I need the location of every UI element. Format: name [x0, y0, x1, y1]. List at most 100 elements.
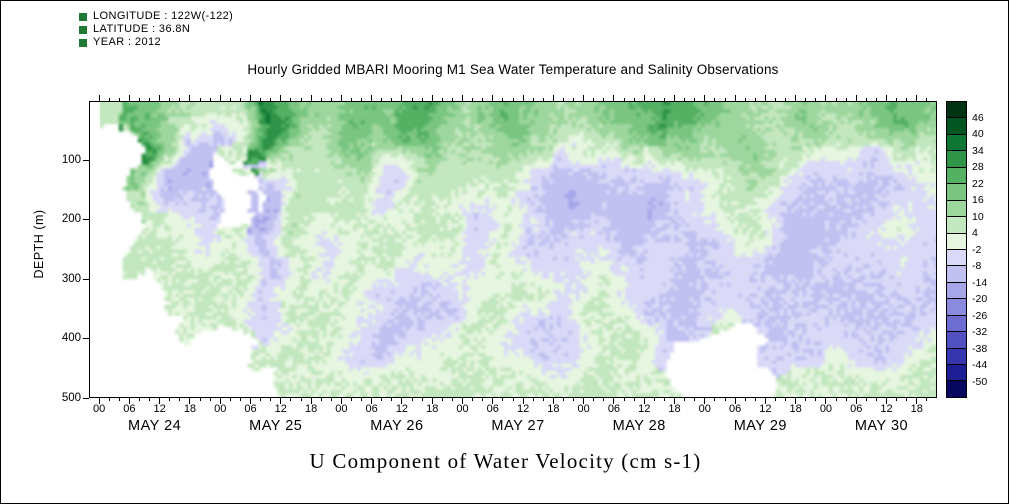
header-marker-icon [79, 26, 87, 34]
x-minor-tick [290, 398, 292, 401]
x-major-tick [98, 398, 100, 404]
x-hour-label: 18 [183, 403, 197, 415]
colorbar-segment [947, 331, 966, 348]
x-minor-tick [906, 398, 908, 401]
colorbar-segment [947, 133, 966, 151]
x-minor-tick [815, 398, 817, 401]
x-top-minor-tick [562, 98, 564, 101]
x-hour-label: 12 [516, 403, 530, 415]
y-axis-label: DEPTH (m) [32, 209, 46, 279]
x-major-tick [401, 398, 403, 404]
colorbar-tick-label: 34 [972, 144, 984, 157]
colorbar-segment [947, 265, 966, 282]
x-top-minor-tick [532, 98, 534, 101]
x-minor-tick [653, 398, 655, 401]
x-major-tick [734, 398, 736, 404]
x-minor-tick [381, 398, 383, 401]
x-top-major-tick [643, 95, 645, 101]
x-minor-tick [270, 398, 272, 401]
y-tick-mark [83, 219, 89, 221]
x-minor-tick [593, 398, 595, 401]
x-minor-tick [573, 398, 575, 401]
x-major-tick [371, 398, 373, 404]
header-year: YEAR : 2012 [93, 36, 161, 48]
x-minor-tick [896, 398, 898, 401]
x-minor-tick [865, 398, 867, 401]
x-minor-tick [330, 398, 332, 401]
x-top-minor-tick [805, 98, 807, 101]
x-minor-tick [875, 398, 877, 401]
x-minor-tick [209, 398, 211, 401]
colorbar-segment [947, 166, 966, 184]
x-top-minor-tick [350, 98, 352, 101]
x-top-minor-tick [149, 98, 151, 101]
colorbar-tick-label: -50 [972, 375, 988, 388]
x-hour-label: 06 [850, 403, 863, 415]
colorbar-segment [947, 117, 966, 134]
x-top-major-tick [522, 95, 524, 101]
x-minor-tick [361, 398, 363, 401]
x-top-minor-tick [835, 98, 837, 101]
x-minor-tick [562, 398, 564, 401]
x-hour-label: 18 [547, 403, 560, 415]
x-top-major-tick [250, 95, 252, 101]
x-minor-tick [441, 398, 443, 401]
x-top-major-tick [825, 95, 827, 101]
x-major-tick [855, 398, 857, 404]
x-day-label: MAY 28 [612, 418, 666, 434]
colorbar-tick-label: 4 [972, 227, 978, 239]
x-top-minor-tick [603, 98, 605, 101]
x-minor-tick [512, 398, 514, 401]
y-tick-mark [83, 159, 89, 161]
x-hour-label: 00 [456, 403, 469, 415]
x-top-minor-tick [623, 98, 625, 101]
y-tick-mark [83, 397, 89, 399]
x-top-major-tick [583, 95, 585, 101]
x-top-minor-tick [118, 98, 120, 101]
colorbar-tick-label: -26 [972, 309, 988, 322]
colorbar-tick-label: -44 [972, 359, 988, 371]
y-tick-label: 200 [61, 213, 81, 226]
x-top-minor-tick [209, 98, 211, 101]
x-minor-tick [350, 398, 352, 401]
x-minor-tick [502, 398, 504, 401]
x-major-tick [674, 398, 676, 404]
x-top-minor-tick [239, 98, 241, 101]
x-minor-tick [320, 398, 322, 401]
x-top-minor-tick [502, 98, 504, 101]
colorbar-tick-label: 22 [972, 177, 984, 190]
x-minor-tick [118, 398, 120, 401]
colorbar-segment [947, 232, 966, 249]
x-top-major-tick [98, 95, 100, 101]
x-top-major-tick [704, 95, 706, 101]
colorbar-tick-label: -20 [972, 293, 988, 305]
x-major-tick [552, 398, 554, 404]
x-hour-label: 12 [395, 403, 409, 415]
x-minor-tick [451, 398, 453, 401]
x-major-tick [431, 398, 433, 404]
x-top-minor-tick [199, 98, 201, 101]
x-top-minor-tick [421, 98, 423, 101]
x-top-major-tick [855, 95, 857, 101]
bottom-axis-title: U Component of Water Velocity (cm s-1) [309, 449, 702, 473]
colorbar-segment [947, 380, 966, 397]
x-top-minor-tick [684, 98, 686, 101]
colorbar-tick-label: 40 [972, 128, 984, 140]
x-top-major-tick [916, 95, 918, 101]
x-major-tick [916, 398, 918, 404]
x-minor-tick [774, 398, 776, 401]
x-top-minor-tick [451, 98, 453, 101]
x-top-minor-tick [815, 98, 817, 101]
x-top-minor-tick [694, 98, 696, 101]
x-top-minor-tick [896, 98, 898, 101]
x-top-minor-tick [542, 98, 544, 101]
x-major-tick [643, 398, 645, 404]
x-top-minor-tick [774, 98, 776, 101]
x-top-minor-tick [381, 98, 383, 101]
x-top-minor-tick [290, 98, 292, 101]
colorbar-tick-label: -14 [972, 276, 988, 289]
x-minor-tick [694, 398, 696, 401]
x-top-minor-tick [482, 98, 484, 101]
y-tick-label: 500 [61, 391, 81, 404]
colorbar-segment [947, 364, 966, 381]
